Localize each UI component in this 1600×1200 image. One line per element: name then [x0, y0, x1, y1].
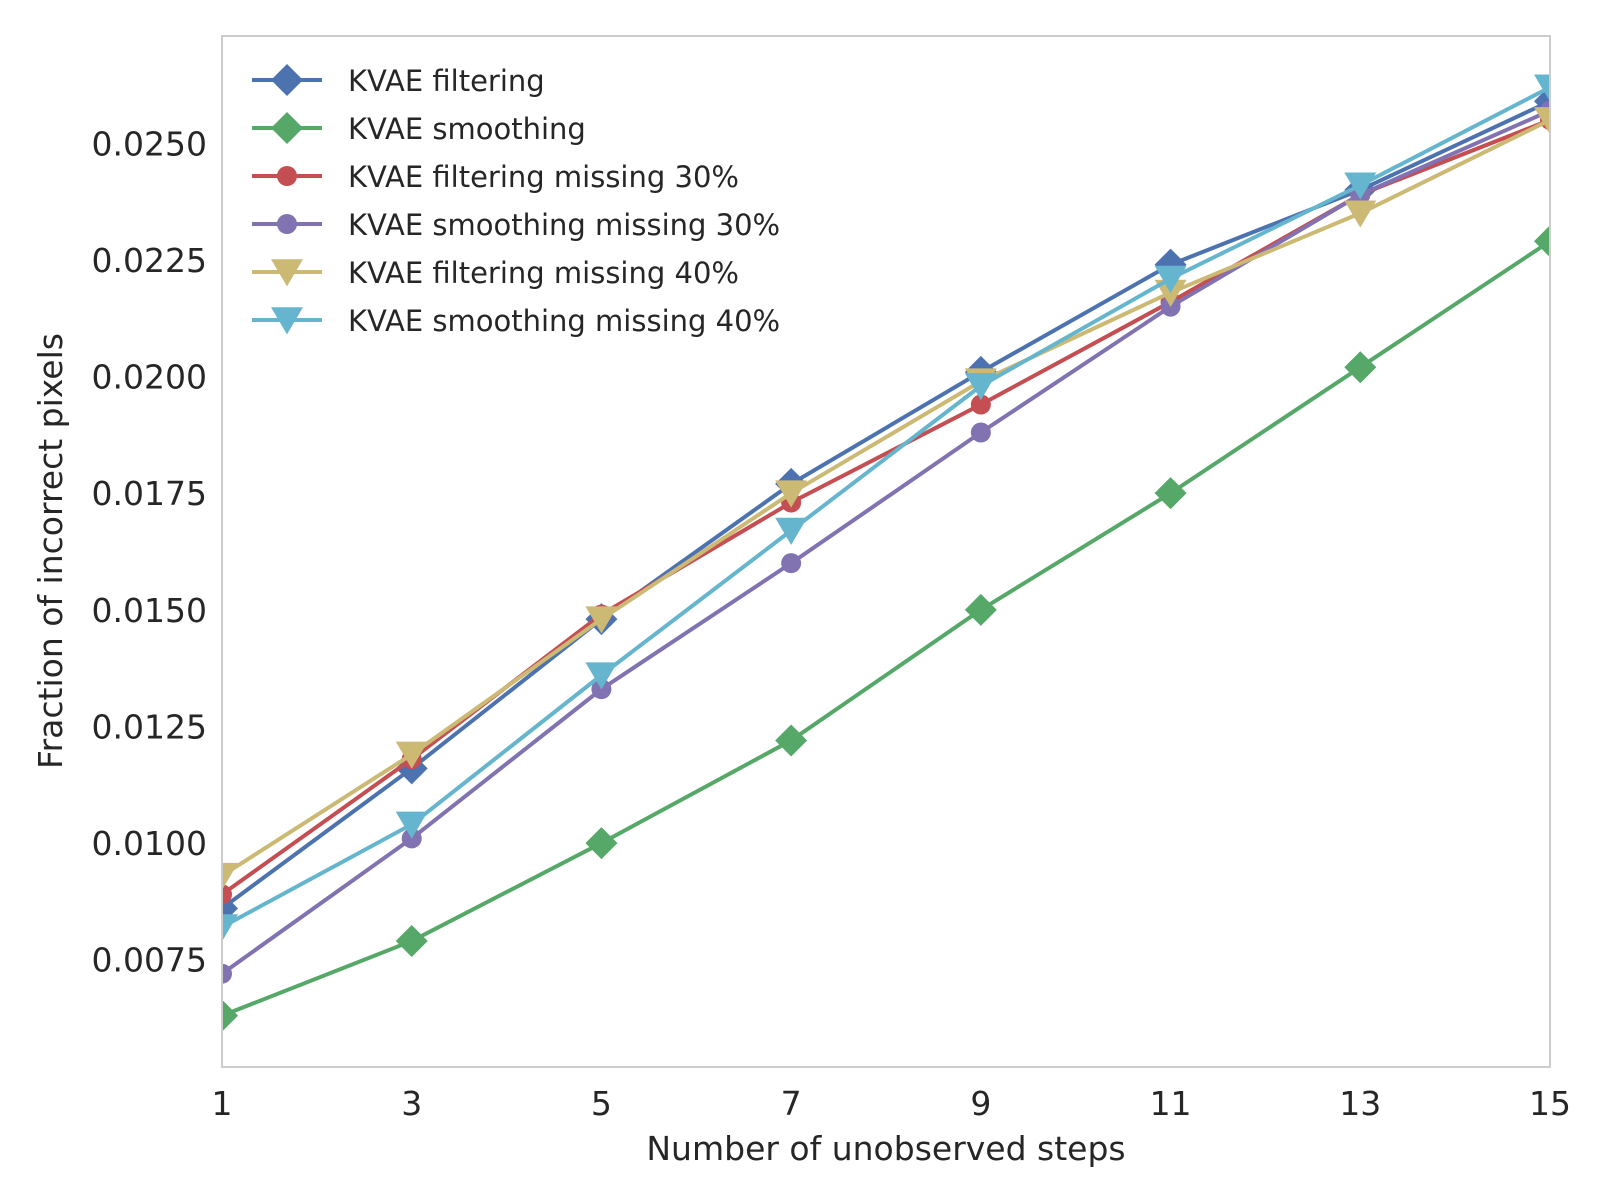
data-point	[1344, 200, 1377, 228]
data-point	[222, 862, 238, 891]
data-point	[964, 593, 997, 626]
data-point	[1154, 279, 1187, 307]
data-point	[1534, 225, 1550, 258]
x-tick-label: 3	[401, 1084, 422, 1123]
series-6	[222, 74, 1550, 942]
legend-marker	[277, 214, 297, 234]
legend-entry: KVAE smoothing missing 30%	[252, 208, 780, 242]
legend-marker	[277, 166, 297, 186]
plot-area	[222, 74, 1550, 1032]
legend-marker	[271, 307, 303, 335]
data-point	[222, 999, 238, 1032]
legend-label: KVAE smoothing missing 30%	[348, 208, 780, 242]
data-point	[1344, 172, 1377, 200]
legend: KVAE filtering KVAE smoothing KVAE filteri…	[252, 64, 780, 338]
data-point	[585, 662, 618, 690]
y-tick-label: 0.0100	[92, 824, 207, 863]
data-point	[395, 925, 428, 958]
x-tick-label: 11	[1150, 1084, 1192, 1123]
legend-label: KVAE filtering missing 30%	[348, 160, 739, 194]
legend-label: KVAE filtering missing 40%	[348, 256, 739, 290]
x-tick-labels: 1 3 5 7 9 11 13 15	[212, 1084, 1572, 1123]
series-2	[222, 225, 1550, 1032]
data-point	[395, 741, 428, 769]
data-point	[1154, 265, 1187, 293]
data-point	[1344, 351, 1377, 384]
data-point	[775, 724, 808, 757]
x-tick-label: 9	[970, 1084, 991, 1123]
series-line	[222, 108, 1550, 976]
x-tick-label: 15	[1529, 1084, 1571, 1123]
data-point	[781, 553, 802, 574]
legend-entry: KVAE filtering missing 30%	[252, 160, 739, 194]
x-tick-label: 5	[591, 1084, 612, 1123]
data-point	[222, 963, 232, 984]
series-line	[222, 85, 1550, 929]
data-point	[1534, 107, 1550, 135]
series-line	[222, 239, 1550, 1018]
legend-label: KVAE smoothing	[348, 112, 586, 146]
data-point	[964, 373, 997, 401]
data-point	[970, 422, 991, 443]
legend-label: KVAE smoothing missing 40%	[348, 304, 780, 338]
legend-marker	[271, 112, 303, 144]
x-tick-label: 7	[781, 1084, 802, 1123]
y-tick-labels: 0.0075 0.0100 0.0125 0.0150 0.0175 0.0200 0.02…	[92, 124, 207, 979]
legend-marker	[271, 64, 303, 96]
y-tick-label: 0.0200	[92, 358, 207, 397]
y-tick-label: 0.0225	[92, 241, 207, 280]
x-tick-label: 1	[212, 1084, 233, 1123]
y-tick-label: 0.0175	[92, 474, 207, 513]
data-point	[222, 914, 238, 942]
legend-label: KVAE filtering	[348, 64, 545, 98]
y-tick-label: 0.0150	[92, 591, 207, 630]
y-axis-label: Fraction of incorrect pixels	[31, 333, 70, 769]
plot-frame	[221, 35, 1551, 1068]
data-point	[1534, 74, 1550, 102]
data-point	[395, 811, 428, 839]
y-tick-label: 0.0075	[92, 941, 207, 980]
x-tick-label: 13	[1339, 1084, 1381, 1123]
x-axis-label: Number of unobserved steps	[646, 1129, 1125, 1168]
legend-entry: KVAE filtering missing 40%	[252, 256, 739, 290]
data-point	[585, 827, 618, 860]
data-point	[970, 394, 991, 415]
legend-marker	[271, 259, 303, 287]
data-point	[1154, 477, 1187, 510]
legend-entry: KVAE smoothing missing 40%	[252, 304, 780, 338]
series-line	[222, 118, 1550, 878]
y-tick-label: 0.0125	[92, 707, 207, 746]
data-point	[222, 884, 232, 905]
data-point	[775, 480, 808, 508]
legend-entry: KVAE filtering	[252, 64, 545, 98]
data-point	[775, 517, 808, 545]
data-point	[585, 606, 618, 634]
y-tick-label: 0.0250	[92, 124, 207, 163]
legend-entry: KVAE smoothing	[252, 112, 586, 146]
